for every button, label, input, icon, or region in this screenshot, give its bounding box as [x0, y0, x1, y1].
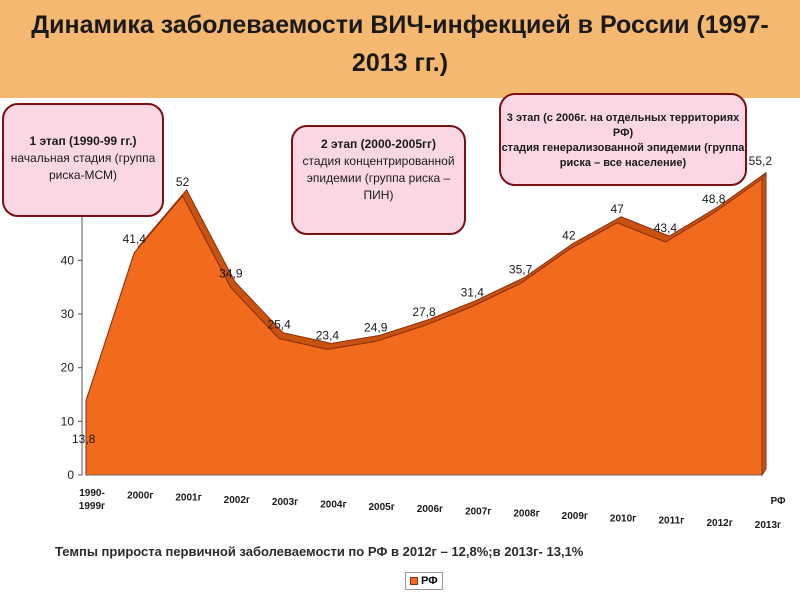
data-label: 27,8: [412, 305, 436, 319]
category-label: 2006г: [417, 504, 443, 515]
data-label: 48,8: [702, 192, 726, 206]
category-label: 2000г: [127, 490, 153, 501]
callout-stage-1: 1 этап (1990-99 гг.) начальная стадия (г…: [2, 103, 164, 217]
data-label: 47: [610, 202, 624, 216]
category-label: 2012г: [707, 518, 733, 529]
callout-stage-3-title: 3 этап (с 2006г. на отдельных территория…: [506, 112, 740, 139]
depth-axis-label: РФ: [770, 496, 786, 507]
growth-rate-note: Темпы прироста первичной заболеваемости …: [55, 544, 584, 559]
category-label: 2004г: [320, 500, 346, 511]
data-label: 34,9: [219, 267, 243, 281]
callout-stage-2-body: стадия концентрированной эпидемии (групп…: [302, 154, 455, 202]
area-front-face: [85, 177, 763, 476]
y-tick-label: 40: [61, 253, 75, 267]
category-label: 2010г: [610, 513, 636, 524]
data-label: 52: [176, 175, 190, 189]
data-label: 24,9: [364, 320, 388, 334]
category-label: 2001г: [175, 493, 201, 504]
data-label: 42: [562, 229, 576, 243]
category-label: 2005г: [369, 502, 395, 513]
data-label: 43,4: [654, 221, 678, 235]
data-label: 35,7: [509, 262, 533, 276]
callout-stage-2-title: 2 этап (2000-2005гг): [321, 137, 436, 151]
category-label: 2011г: [658, 516, 684, 527]
title-banner: Динамика заболеваемости ВИЧ-инфекцией в …: [0, 0, 800, 98]
y-tick-label: 20: [61, 361, 75, 375]
category-label: 2003г: [272, 497, 298, 508]
callout-stage-1-body: начальная стадия (группа риска-МСМ): [10, 151, 156, 182]
data-label: 23,4: [316, 328, 340, 342]
category-label: 2013г: [755, 520, 781, 531]
category-label: 2008г: [513, 509, 539, 520]
callout-stage-1-title: 1 этап (1990-99 гг.): [29, 134, 137, 148]
area-side-face: [761, 171, 767, 477]
callout-stage-3: 3 этап (с 2006г. на отдельных территория…: [499, 93, 747, 186]
data-label: 25,4: [267, 318, 291, 332]
data-label: 41,4: [123, 232, 147, 246]
category-label: 2007г: [465, 506, 491, 517]
data-label: 55,2: [749, 154, 773, 168]
callout-stage-2: 2 этап (2000-2005гг) стадия концентриров…: [291, 125, 466, 235]
y-tick-label: 0: [67, 468, 74, 482]
callout-stage-3-body: стадия генерализованной эпидемии (группа…: [501, 142, 745, 169]
legend: РФ: [405, 572, 443, 590]
data-label: 13,8: [72, 432, 96, 446]
category-label: 1999г: [79, 501, 105, 512]
legend-label: РФ: [421, 575, 438, 587]
category-label: 2002г: [224, 495, 250, 506]
y-tick-label: 10: [61, 414, 75, 428]
page-title: Динамика заболеваемости ВИЧ-инфекцией в …: [31, 11, 769, 77]
legend-swatch: [410, 577, 418, 585]
y-tick-label: 30: [61, 307, 75, 321]
category-label: 2009г: [562, 511, 588, 522]
data-label: 31,4: [461, 285, 485, 299]
category-label: 1990-: [79, 488, 105, 499]
